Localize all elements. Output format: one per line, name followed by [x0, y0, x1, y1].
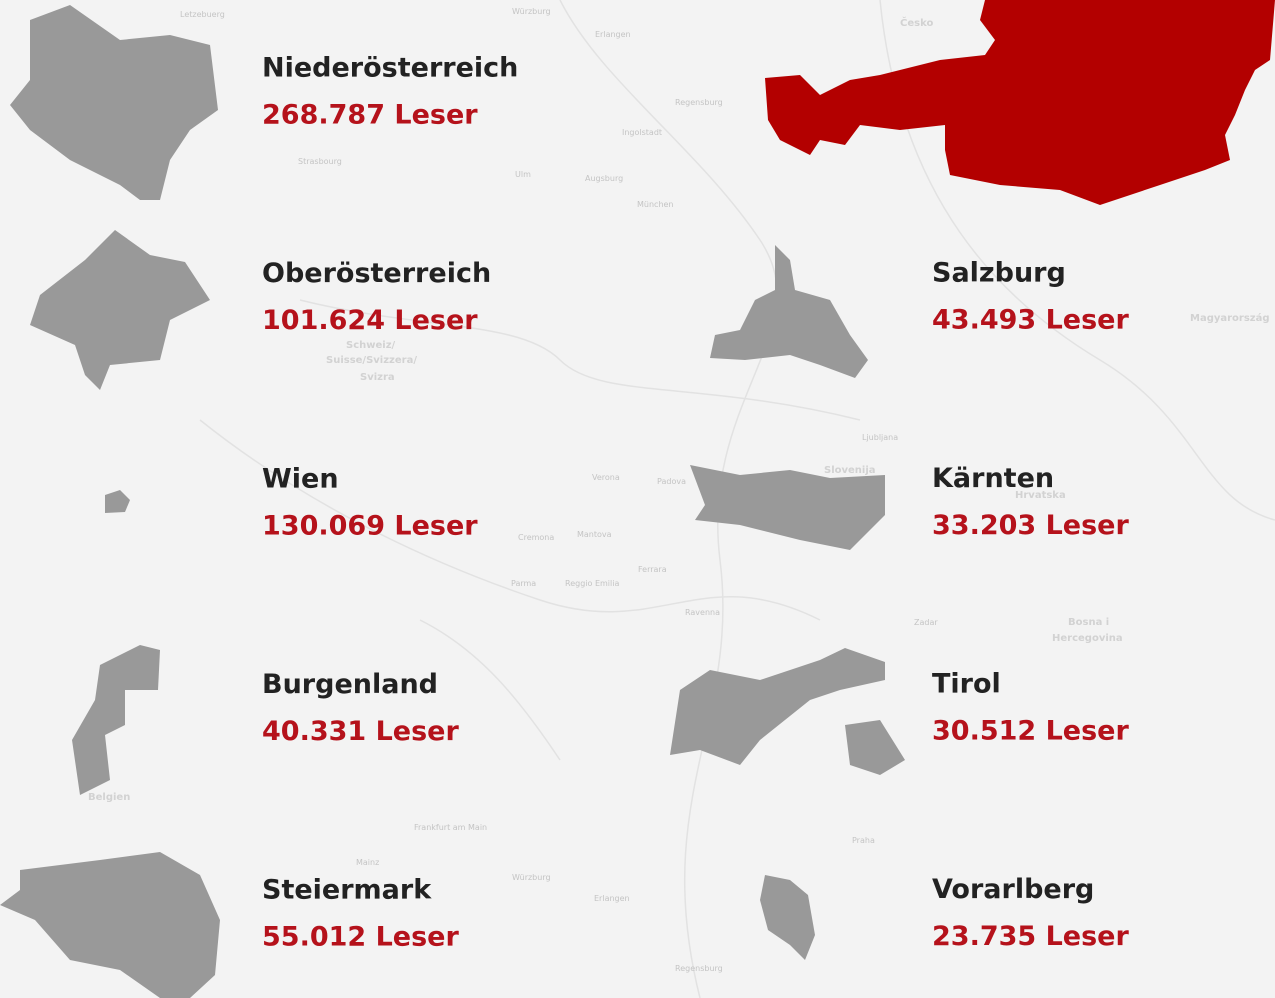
map-label: Suisse/Svizzera/: [326, 355, 417, 366]
map-label: Praha: [852, 836, 875, 845]
salzburg-shape: [710, 245, 868, 378]
state-name: Vorarlberg: [932, 874, 1094, 905]
state-name: Kärnten: [932, 463, 1054, 494]
map-label: Hrvatska: [1015, 490, 1066, 501]
map-line: [419, 619, 561, 761]
state-readers: 40.331 Leser: [262, 716, 459, 747]
map-label: Cremona: [518, 533, 554, 542]
state-readers: 43.493 Leser: [932, 305, 1129, 336]
map-label: Augsburg: [585, 174, 623, 183]
state-name: Wien: [262, 464, 339, 495]
state-readers: 101.624 Leser: [262, 305, 478, 336]
map-label: Mantova: [577, 530, 612, 539]
map-line: [199, 419, 821, 621]
kaernten-shape: [690, 465, 885, 550]
map-label: Belgien: [88, 792, 130, 803]
state-name: Oberösterreich: [262, 258, 491, 289]
map-label: Česko: [900, 16, 933, 29]
map-labels: Letzebuerg Würzburg Erlangen Česko Regen…: [88, 7, 1270, 973]
map-label: Magyarország: [1190, 312, 1270, 324]
steiermark-shape: [0, 852, 220, 998]
map-label: Letzebuerg: [180, 10, 225, 19]
state-name: Burgenland: [262, 669, 438, 700]
map-line: [559, 0, 778, 998]
map-label: Mainz: [356, 858, 379, 867]
state-readers: 130.069 Leser: [262, 511, 478, 542]
map-label: Padova: [657, 477, 686, 486]
state-name: Niederösterreich: [262, 53, 518, 84]
state-name: Salzburg: [932, 258, 1066, 289]
background-map: [199, 0, 1275, 998]
map-label: Ravenna: [685, 608, 720, 617]
state-readers: 33.203 Leser: [932, 510, 1129, 541]
map-label: Hercegovina: [1052, 633, 1123, 644]
map-label: Bosna i: [1068, 617, 1109, 628]
state-readers: 30.512 Leser: [932, 716, 1129, 747]
map-label: Zadar: [914, 618, 938, 627]
tirol-shape: [670, 648, 905, 775]
map-label: Ferrara: [638, 565, 667, 574]
state-name: Steiermark: [262, 875, 432, 906]
map-label: Slovenija: [824, 465, 876, 476]
map-label: Schweiz/: [346, 340, 396, 351]
state-readers: 55.012 Leser: [262, 922, 459, 953]
state-readers: 268.787 Leser: [262, 100, 478, 131]
map-label: Reggio Emilia: [565, 579, 619, 588]
map-label: Verona: [592, 473, 620, 482]
map-label: Parma: [511, 579, 536, 588]
oberoesterreich-shape: [30, 230, 210, 390]
wien-shape: [105, 490, 130, 513]
map-label: Frankfurt am Main: [414, 823, 487, 832]
map-label: Regensburg: [675, 964, 723, 973]
map-label: Würzburg: [512, 873, 551, 882]
map-label: Ljubljana: [862, 433, 898, 442]
state-readers: 23.735 Leser: [932, 921, 1129, 952]
niederoesterreich-shape: [10, 5, 218, 200]
map-line: [299, 299, 861, 421]
map-label: Ingolstadt: [622, 128, 662, 137]
map-line: [879, 0, 1275, 521]
austria-map: [765, 0, 1275, 205]
map-label: Würzburg: [512, 7, 551, 16]
map-label: München: [637, 200, 674, 209]
state-name: Tirol: [932, 669, 1001, 700]
map-label: Erlangen: [595, 30, 631, 39]
vorarlberg-shape: [760, 875, 815, 960]
map-label: Ulm: [515, 170, 531, 179]
burgenland-shape: [72, 645, 160, 795]
map-label: Strasbourg: [298, 157, 342, 166]
map-label: Erlangen: [594, 894, 630, 903]
map-label: Regensburg: [675, 98, 723, 107]
map-label: Svizra: [360, 372, 395, 383]
